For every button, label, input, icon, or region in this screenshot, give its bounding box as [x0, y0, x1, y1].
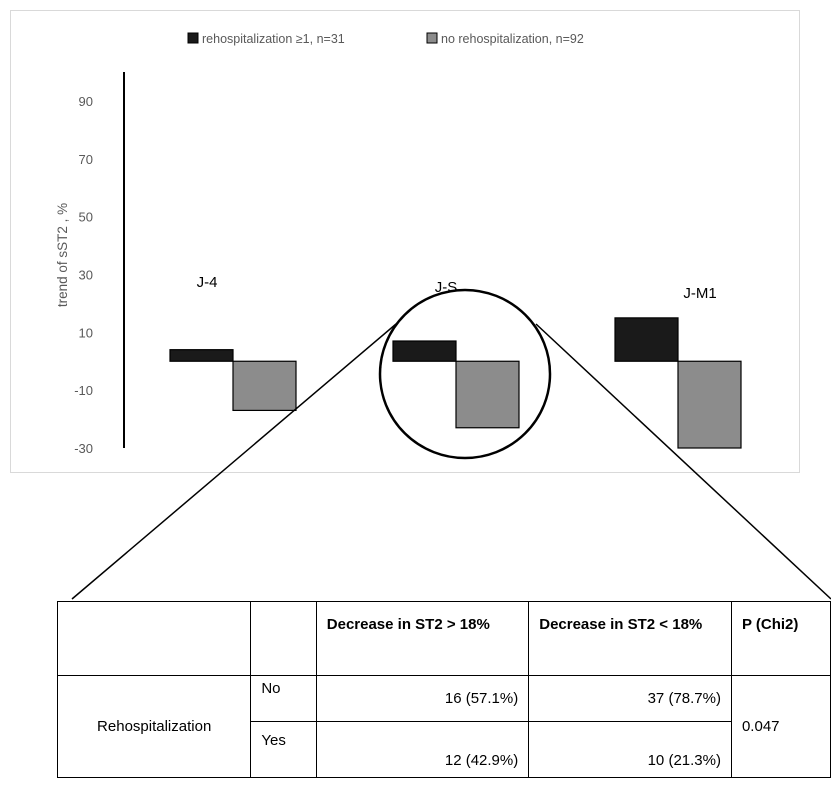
y-axis-label: trend of sST2 , %	[55, 203, 70, 307]
table-row: Rehospitalization No 16 (57.1%) 37 (78.7…	[58, 676, 831, 722]
rehospitalization-table: Decrease in ST2 > 18% Decrease in ST2 < …	[57, 601, 831, 778]
bars	[170, 318, 741, 448]
y-tick-label: 70	[79, 152, 93, 167]
group-label: No	[251, 676, 316, 722]
legend-swatch	[188, 33, 198, 43]
table-cell: 37 (78.7%)	[529, 676, 732, 722]
table-cell: 16 (57.1%)	[316, 676, 528, 722]
y-tick-label: 30	[79, 268, 93, 283]
table-header-cell: P (Chi2)	[731, 602, 830, 676]
table-cell: 12 (42.9%)	[316, 722, 528, 778]
table-header-cell	[251, 602, 316, 676]
legend-swatch	[427, 33, 437, 43]
table-cell: 10 (21.3%)	[529, 722, 732, 778]
bar-j-m1-series-0	[615, 318, 678, 361]
bar-j-4-series-1	[233, 361, 296, 410]
bar-j-s-series-0	[393, 341, 456, 361]
y-tick-label: 90	[79, 94, 93, 109]
group-label: Yes	[251, 722, 316, 778]
y-tick-label: 50	[79, 210, 93, 225]
y-tick-label: 10	[79, 325, 93, 340]
table-header-cell: Decrease in ST2 < 18%	[529, 602, 732, 676]
table-header-row: Decrease in ST2 > 18% Decrease in ST2 < …	[58, 602, 831, 676]
category-label: J-4	[197, 274, 218, 291]
y-tick-label: -30	[74, 441, 93, 456]
y-tick-label: -10	[74, 383, 93, 398]
bar-j-4-series-0	[170, 350, 233, 362]
bar-j-m1-series-1	[678, 361, 741, 448]
legend-label: rehospitalization ≥1, n=31	[202, 32, 345, 46]
category-labels: J-4 J-S J-M1	[197, 274, 717, 302]
y-axis-ticks: 90 70 50 30 10 -10 -30	[74, 94, 93, 456]
p-value: 0.047	[731, 676, 830, 778]
chart-legend: rehospitalization ≥1, n=31 no rehospitali…	[188, 32, 584, 46]
row-label: Rehospitalization	[58, 676, 251, 778]
bar-j-s-series-1	[456, 361, 519, 428]
table-header-cell	[58, 602, 251, 676]
table-header-cell: Decrease in ST2 > 18%	[316, 602, 528, 676]
category-label: J-M1	[683, 285, 716, 302]
legend-label: no rehospitalization, n=92	[441, 32, 584, 46]
